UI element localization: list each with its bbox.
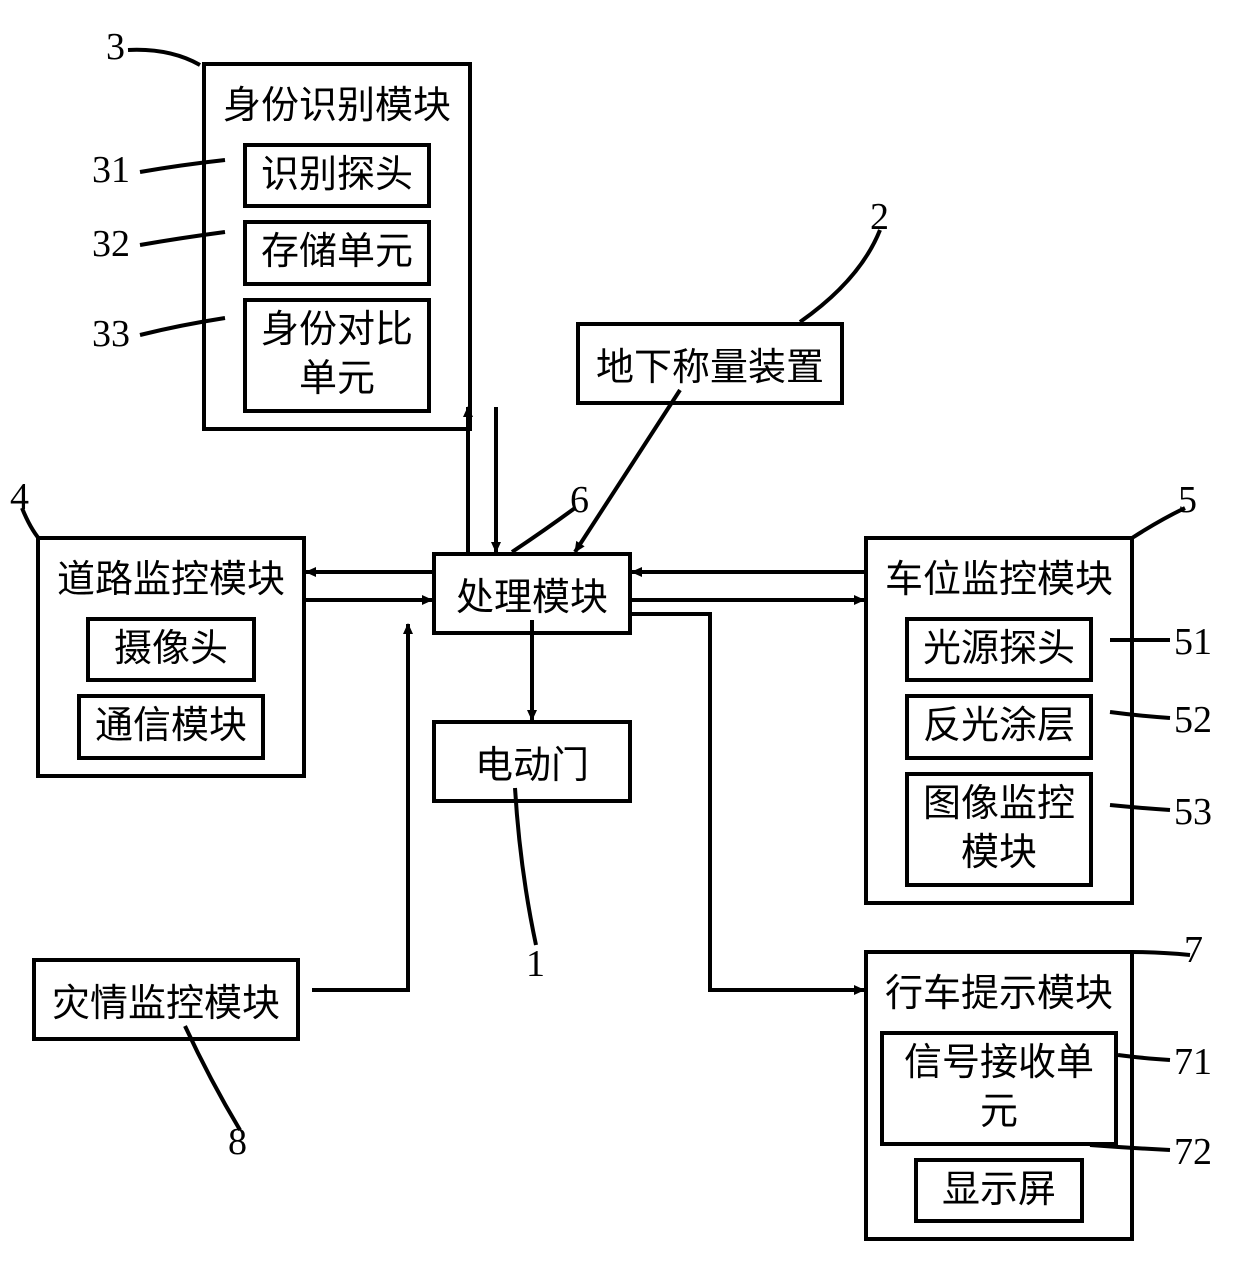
node-auto-door: 电动门 (432, 720, 632, 803)
subnode-reflective: 反光涂层 (905, 694, 1093, 759)
node-weigh-device: 地下称量装置 (576, 322, 844, 405)
subnode-light-probe: 光源探头 (905, 617, 1093, 682)
node-disaster-monitor: 灾情监控模块 (32, 958, 300, 1041)
ref-label-53: 53 (1174, 790, 1212, 834)
node-road-monitor: 道路监控模块 摄像头 通信模块 (36, 536, 306, 778)
node-parking-monitor: 车位监控模块 光源探头 反光涂层 图像监控 模块 (864, 536, 1134, 905)
ref-label-32: 32 (92, 222, 130, 266)
ref-label-31: 31 (92, 148, 130, 192)
diagram-canvas: 身份识别模块 识别探头 存储单元 身份对比 单元 地下称量装置 处理模块 道路监… (0, 0, 1240, 1265)
subnode-comm: 通信模块 (77, 694, 265, 759)
node-title: 道路监控模块 (57, 548, 285, 603)
ref-label-6: 6 (570, 478, 589, 522)
ref-label-7: 7 (1184, 928, 1203, 972)
node-identity-module: 身份识别模块 识别探头 存储单元 身份对比 单元 (202, 62, 472, 431)
ref-label-3: 3 (106, 25, 125, 69)
ref-label-1: 1 (526, 942, 545, 986)
ref-label-51: 51 (1174, 620, 1212, 664)
subnode-signal-recv: 信号接收单元 (880, 1031, 1118, 1146)
subnode-camera: 摄像头 (86, 617, 256, 682)
subnode-storage-unit: 存储单元 (243, 220, 431, 285)
subnode-display: 显示屏 (914, 1158, 1084, 1223)
ref-label-72: 72 (1174, 1130, 1212, 1174)
ref-label-5: 5 (1178, 478, 1197, 522)
ref-label-33: 33 (92, 312, 130, 356)
node-title: 车位监控模块 (885, 548, 1113, 603)
subnode-recognition-probe: 识别探头 (243, 143, 431, 208)
ref-label-2: 2 (870, 195, 889, 239)
node-title: 身份识别模块 (223, 74, 451, 129)
node-processing: 处理模块 (432, 552, 632, 635)
subnode-identity-compare: 身份对比 单元 (243, 298, 431, 413)
ref-label-4: 4 (10, 475, 29, 519)
subnode-image-monitor: 图像监控 模块 (905, 772, 1093, 887)
ref-label-52: 52 (1174, 698, 1212, 742)
node-driving-hint: 行车提示模块 信号接收单元 显示屏 (864, 950, 1134, 1241)
ref-label-8: 8 (228, 1120, 247, 1164)
ref-label-71: 71 (1174, 1040, 1212, 1084)
node-title: 行车提示模块 (885, 962, 1113, 1017)
